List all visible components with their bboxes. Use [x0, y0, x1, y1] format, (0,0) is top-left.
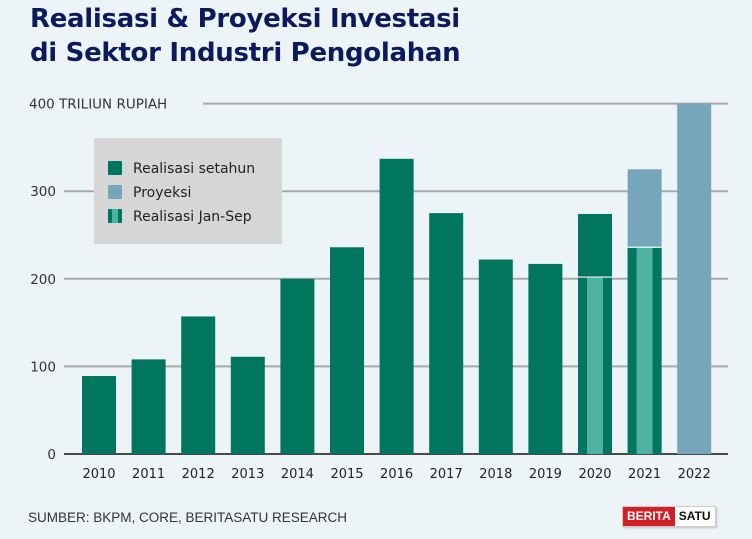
legend-swatch-realisasi	[108, 161, 122, 175]
legend-label: Realisasi Jan-Sep	[133, 209, 252, 225]
y-tick-label: 0	[47, 447, 56, 463]
bar-realisasi-2014	[280, 278, 315, 454]
bar-proyeksi-2022	[677, 103, 712, 454]
bar-realisasi-2017	[429, 213, 464, 454]
bar-realisasi-2011	[131, 359, 166, 454]
x-tick-label: 2021	[628, 467, 661, 482]
legend-swatch-jansep-inner	[112, 209, 118, 223]
x-tick-label: 2015	[330, 467, 363, 482]
y-tick-label: 100	[30, 359, 56, 375]
logo-part-1: BERITA	[623, 507, 675, 526]
bar-realisasi-2015	[330, 247, 364, 454]
x-tick-label: 2022	[678, 467, 711, 482]
y-tick-label: 400 TRILIUN RUPIAH	[29, 97, 167, 113]
x-tick-label: 2010	[82, 467, 115, 482]
logo-part-2: SATU	[674, 507, 715, 526]
x-tick-label: 2011	[132, 467, 165, 482]
bar-realisasi-2013	[230, 356, 265, 454]
bar-realisasi-2018	[478, 259, 513, 454]
bar-realisasi-2010	[82, 376, 116, 454]
legend-label: Realisasi setahun	[133, 161, 255, 177]
legend-box	[94, 138, 282, 244]
bar-realisasi-2012	[181, 316, 216, 454]
source-note: SUMBER: BKPM, CORE, BERITASATU RESEARCH	[28, 510, 348, 525]
bar-jansep-inner-2020	[587, 277, 603, 454]
x-tick-label: 2017	[430, 467, 463, 482]
chart-title: Realisasi & Proyeksi Investasi di Sektor…	[30, 2, 461, 70]
beritasatu-logo: BERITA SATU	[622, 506, 716, 527]
bar-realisasi-2019	[528, 263, 563, 454]
legend-swatch-proyeksi	[108, 185, 122, 199]
legend-label: Proyeksi	[133, 185, 191, 201]
x-tick-label: 2012	[182, 467, 215, 482]
title-line-1: Realisasi & Proyeksi Investasi	[30, 4, 460, 34]
x-tick-label: 2020	[578, 467, 611, 482]
y-tick-label: 200	[30, 272, 56, 288]
bar-realisasi-2016	[379, 158, 414, 454]
x-tick-label: 2016	[380, 467, 413, 482]
bar-jansep-inner-2021	[636, 247, 653, 454]
y-tick-label: 300	[30, 184, 56, 200]
x-tick-label: 2014	[281, 467, 314, 482]
x-tick-label: 2013	[231, 467, 264, 482]
x-tick-label: 2018	[479, 467, 512, 482]
title-line-2: di Sektor Industri Pengolahan	[30, 38, 461, 68]
x-tick-label: 2019	[529, 467, 562, 482]
